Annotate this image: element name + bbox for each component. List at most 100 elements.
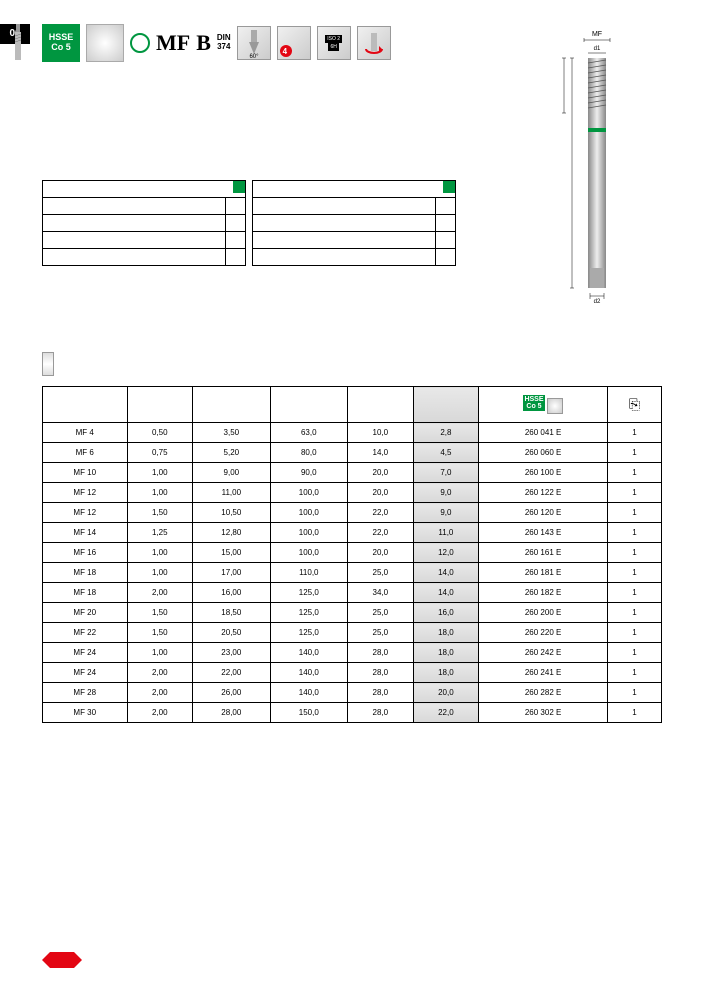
hsse-text2: Co 5 [51,43,71,53]
table-row: MF 40,503,5063,010,02,8260 041 E1 [43,423,662,443]
table-cell: MF 14 [43,523,128,543]
table-cell: 260 242 E [479,643,608,663]
hsse-mini: HSSECo 5 [523,395,544,411]
table-cell: 2,00 [127,583,193,603]
table-cell: 1,50 [127,603,193,623]
table-cell: 4,5 [413,443,479,463]
table-cell: 14,0 [413,583,479,603]
table-cell: 9,0 [413,483,479,503]
table-cell: 1 [608,503,662,523]
table-cell: 23,00 [193,643,270,663]
table-row: MF 60,755,2080,014,04,5260 060 E1 [43,443,662,463]
table-cell: 1,00 [127,543,193,563]
din-line2: 374 [217,43,231,52]
material-tables [42,180,456,266]
col-length [270,387,347,423]
col-pitch [127,387,193,423]
table-cell: 1 [608,603,662,623]
table-cell: 260 241 E [479,663,608,683]
tap-small-icon [10,24,26,60]
iso-icon: ISO 2 6H [317,26,351,60]
table-cell: 26,00 [193,683,270,703]
table-cell: 25,0 [348,623,414,643]
material-table-left [42,180,246,266]
table-cell: 260 161 E [479,543,608,563]
table-row: MF 242,0022,00140,028,018,0260 241 E1 [43,663,662,683]
table-cell: 260 282 E [479,683,608,703]
table-cell: 63,0 [270,423,347,443]
metal-mini-icon [547,398,563,414]
tolerance-icon: 4 [277,26,311,60]
table-cell: 9,00 [193,463,270,483]
table-cell: 140,0 [270,663,347,683]
table-row: MF 141,2512,80100,022,011,0260 143 E1 [43,523,662,543]
table-cell: 125,0 [270,603,347,623]
din-badge: DIN 374 [217,34,231,52]
table-cell: 18,0 [413,643,479,663]
table-cell: 28,0 [348,643,414,663]
table-cell: 28,00 [193,703,270,723]
table-cell: 100,0 [270,503,347,523]
table-cell: 2,00 [127,663,193,683]
table-cell: 1 [608,683,662,703]
table-cell: 1 [608,423,662,443]
col-qty: ⎘ [608,387,662,423]
table-cell: 18,0 [413,663,479,683]
iso-line1: ISO 2 [325,35,342,43]
table-row: MF 241,0023,00140,028,018,0260 242 E1 [43,643,662,663]
tap-technical-drawing: MF d1 d2 [542,28,652,308]
table-cell: 260 100 E [479,463,608,483]
hsse-badge: HSSE Co 5 [42,24,80,62]
table-row: MF 221,5020,50125,025,018,0260 220 E1 [43,623,662,643]
table-cell: 1 [608,663,662,683]
table-cell: 10,50 [193,503,270,523]
table-cell: 14,0 [413,563,479,583]
table-cell: 1 [608,703,662,723]
table-cell: 90,0 [270,463,347,483]
table-cell: 1 [608,643,662,663]
table-cell: MF 12 [43,483,128,503]
table-cell: 1,25 [127,523,193,543]
table-cell: MF 16 [43,543,128,563]
angle-icon: 60° [237,26,271,60]
table-cell: 28,0 [348,663,414,683]
table-row: MF 161,0015,00100,020,012,0260 161 E1 [43,543,662,563]
col-ref: HSSECo 5 [479,387,608,423]
table-cell: 0,50 [127,423,193,443]
table-cell: 1,50 [127,503,193,523]
material-table-right [252,180,456,266]
table-cell: 1 [608,483,662,503]
table-cell: 260 120 E [479,503,608,523]
table-cell: 1 [608,443,662,463]
table-cell: 20,0 [348,483,414,503]
table-cell: 17,00 [193,563,270,583]
form-b-icon [42,352,54,376]
table-cell: 20,0 [348,463,414,483]
iso-line2: 6H [328,43,338,51]
table-cell: 140,0 [270,643,347,663]
table-cell: 11,0 [413,523,479,543]
table-cell: 1 [608,543,662,563]
table-cell: MF 12 [43,503,128,523]
table-cell: 125,0 [270,583,347,603]
table-cell: 1 [608,563,662,583]
table-cell: MF 30 [43,703,128,723]
rotation-icon [357,26,391,60]
table-cell: 5,20 [193,443,270,463]
table-cell: 100,0 [270,523,347,543]
spec-table: HSSECo 5 ⎘ MF 40,503,5063,010,02,8260 04… [42,386,662,723]
table-cell: 20,0 [413,683,479,703]
table-cell: 100,0 [270,483,347,503]
table-cell: 18,50 [193,603,270,623]
table-cell: MF 24 [43,643,128,663]
table-cell: 2,00 [127,703,193,723]
b-label: B [196,30,211,56]
table-cell: 260 220 E [479,623,608,643]
table-cell: 18,0 [413,623,479,643]
table-cell: 22,00 [193,663,270,683]
table-cell: 1 [608,463,662,483]
table-cell: MF 6 [43,443,128,463]
table-cell: 14,0 [348,443,414,463]
col-mf [43,387,128,423]
table-row: MF 181,0017,00110,025,014,0260 181 E1 [43,563,662,583]
